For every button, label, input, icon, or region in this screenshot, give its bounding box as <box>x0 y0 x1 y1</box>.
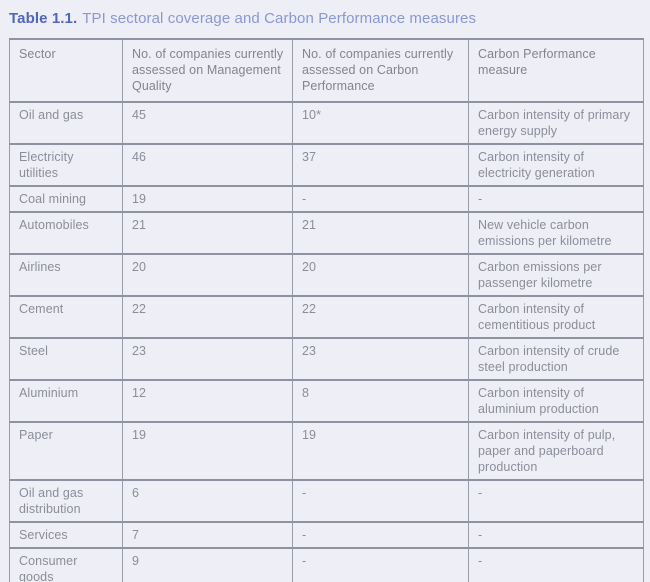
table-row: Steel 23 23 Carbon intensity of crude steel… <box>9 337 644 381</box>
table-row: Paper 19 19 Carbon intensity of pulp, paper… <box>9 421 644 481</box>
table-number-label: Table 1.1. <box>9 10 78 27</box>
table-row: Services 7- - <box>9 521 644 549</box>
count-cell: 22 <box>292 295 469 339</box>
count-cell: - <box>292 479 469 523</box>
table-title: Table 1.1. TPI sectoral coverage and Carb… <box>9 10 643 28</box>
count-cell: 7 <box>122 521 293 549</box>
count-cell: 21 <box>292 211 469 255</box>
count-cell: 8 <box>292 379 469 423</box>
sector-cell: Airlines <box>9 253 123 297</box>
table-row: Cement 22 22 Carbon intensity of cementitio… <box>9 295 644 339</box>
count-cell: 19 <box>292 421 469 481</box>
count-cell: 20 <box>122 253 293 297</box>
sector-cell: Paper <box>9 421 123 481</box>
count-cell: 22 <box>122 295 293 339</box>
count-cell: 37 <box>292 143 469 187</box>
header-cell-col4: Carbon Performance measure <box>468 38 644 103</box>
sector-cell: Automobiles <box>9 211 123 255</box>
measure-cell: - <box>468 547 644 582</box>
sector-cell: Steel <box>9 337 123 381</box>
count-cell: 19 <box>122 421 293 481</box>
count-cell: 6 <box>122 479 293 523</box>
count-cell: 19 <box>122 185 293 213</box>
count-cell: - <box>292 547 469 582</box>
table-body: Oil and gas 45 10* Carbon intensity of prim… <box>9 101 644 582</box>
header-cell-col1: Sector <box>9 38 123 103</box>
measure-cell: - <box>468 185 644 213</box>
header-row: Sector No. of companies currently assesse… <box>9 38 644 103</box>
table-row: Aluminium 12 8 Carbon intensity of aluminiu… <box>9 379 644 423</box>
table-row: Automobiles 21 21 New vehicle carbon emissi… <box>9 211 644 255</box>
measure-cell: - <box>468 479 644 523</box>
measure-cell: Carbon intensity of crude steel producti… <box>468 337 644 381</box>
sector-cell: Electricity utilities <box>9 143 123 187</box>
table-row: Electricity utilities 46 37 Carbon intensit… <box>9 143 644 187</box>
table-header: Sector No. of companies currently assesse… <box>9 38 644 103</box>
count-cell: 12 <box>122 379 293 423</box>
table-row: Consumer goods 9- - <box>9 547 644 582</box>
sector-cell: Oil and gas <box>9 101 123 145</box>
count-cell: 20 <box>292 253 469 297</box>
count-cell: 23 <box>292 337 469 381</box>
sector-cell: Services <box>9 521 123 549</box>
sector-cell: Aluminium <box>9 379 123 423</box>
count-cell: 46 <box>122 143 293 187</box>
table-row: Oil and gas 45 10* Carbon intensity of prim… <box>9 101 644 145</box>
table-row: Coal mining 19- - <box>9 185 644 213</box>
sector-coverage-table: Sector No. of companies currently assesse… <box>9 38 644 582</box>
measure-cell: New vehicle carbon emissions per kilomet… <box>468 211 644 255</box>
sector-cell: Oil and gas distribution <box>9 479 123 523</box>
header-cell-col3: No. of companies currently assessed on C… <box>292 38 469 103</box>
sector-cell: Coal mining <box>9 185 123 213</box>
count-cell: 10* <box>292 101 469 145</box>
measure-cell: Carbon intensity of aluminium production <box>468 379 644 423</box>
count-cell: - <box>292 521 469 549</box>
measure-cell: - <box>468 521 644 549</box>
count-cell: 21 <box>122 211 293 255</box>
measure-cell: Carbon intensity of primary energy suppl… <box>468 101 644 145</box>
count-cell: - <box>292 185 469 213</box>
header-cell-col2: No. of companies currently assessed on M… <box>122 38 293 103</box>
measure-cell: Carbon emissions per passenger kilometre <box>468 253 644 297</box>
table-title-text: TPI sectoral coverage and Carbon Perform… <box>82 10 477 27</box>
measure-cell: Carbon intensity of electricity generati… <box>468 143 644 187</box>
sector-cell: Consumer goods <box>9 547 123 582</box>
table-row: Oil and gas distribution 6- - <box>9 479 644 523</box>
sector-cell: Cement <box>9 295 123 339</box>
table-row: Airlines 20 20 Carbon emissions per passeng… <box>9 253 644 297</box>
count-cell: 9 <box>122 547 293 582</box>
measure-cell: Carbon intensity of pulp, paper and pape… <box>468 421 644 481</box>
count-cell: 45 <box>122 101 293 145</box>
measure-cell: Carbon intensity of cementitious product <box>468 295 644 339</box>
count-cell: 23 <box>122 337 293 381</box>
